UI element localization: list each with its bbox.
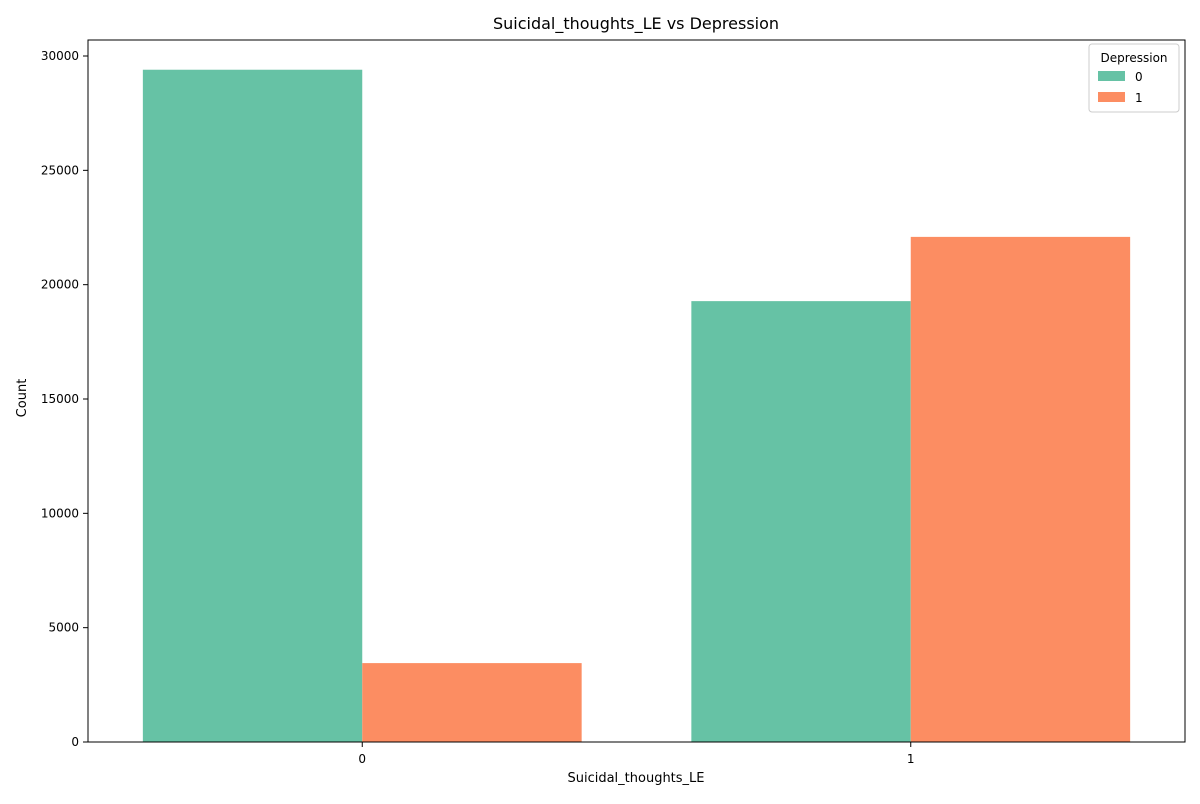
bar-cat1-series0 bbox=[691, 301, 911, 742]
y-tick-label: 20000 bbox=[41, 278, 79, 292]
y-axis-label: Count bbox=[15, 379, 30, 418]
legend: Depression 0 1 bbox=[1088, 43, 1180, 113]
y-tick-label: 25000 bbox=[41, 163, 79, 177]
bar-cat0-series1 bbox=[362, 663, 582, 742]
x-axis-label: Suicidal_thoughts_LE bbox=[567, 771, 704, 786]
bar-cat1-series1 bbox=[910, 236, 1131, 742]
y-tick-label: 10000 bbox=[41, 506, 79, 520]
bar-cat0-series0 bbox=[142, 69, 363, 743]
plot-frame bbox=[87, 39, 1186, 743]
x-tick-label: 1 bbox=[907, 752, 915, 766]
y-tick-label: 15000 bbox=[41, 392, 79, 406]
y-tick-label: 0 bbox=[71, 735, 79, 749]
legend-title: Depression bbox=[1100, 51, 1167, 65]
axes-layer: 0 5000 10000 15000 20000 25000 30000 0 1 bbox=[41, 39, 1186, 766]
legend-entry-0: 0 bbox=[1135, 70, 1143, 84]
x-tick-label: 0 bbox=[358, 752, 366, 766]
legend-swatch-0 bbox=[1098, 71, 1125, 81]
bars-layer bbox=[142, 69, 1131, 743]
legend-swatch-1 bbox=[1098, 92, 1125, 102]
y-tick-label: 5000 bbox=[48, 621, 79, 635]
y-tick-label: 30000 bbox=[41, 49, 79, 63]
chart-title: Suicidal_thoughts_LE vs Depression bbox=[493, 14, 779, 34]
legend-entry-1: 1 bbox=[1135, 91, 1143, 105]
